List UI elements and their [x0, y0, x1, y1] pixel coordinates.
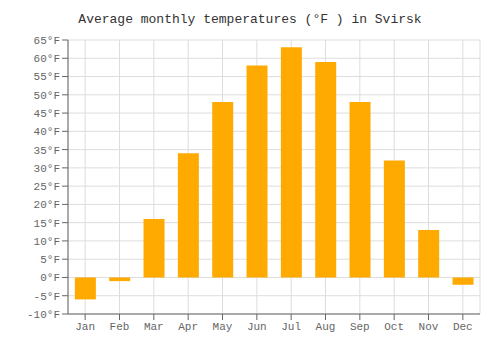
svg-text:35°F: 35°F	[34, 145, 60, 157]
svg-text:30°F: 30°F	[34, 163, 60, 175]
svg-text:-5°F: -5°F	[34, 291, 60, 303]
svg-text:Nov: Nov	[419, 321, 439, 333]
svg-text:-10°F: -10°F	[27, 309, 60, 321]
svg-text:60°F: 60°F	[34, 53, 60, 65]
svg-text:50°F: 50°F	[34, 90, 60, 102]
svg-text:Aug: Aug	[316, 321, 336, 333]
svg-text:55°F: 55°F	[34, 71, 60, 83]
svg-text:20°F: 20°F	[34, 199, 60, 211]
svg-text:Jan: Jan	[75, 321, 95, 333]
svg-text:Mar: Mar	[144, 321, 164, 333]
svg-text:Oct: Oct	[384, 321, 404, 333]
html-text:Average monthly temperatures (: Average monthly temperatures (°F ) in Sv…	[78, 12, 422, 27]
svg-text:10°F: 10°F	[34, 236, 60, 248]
svg-text:Feb: Feb	[110, 321, 130, 333]
svg-text:0°F: 0°F	[40, 272, 60, 284]
svg-text:65°F: 65°F	[34, 35, 60, 47]
svg-text:Sep: Sep	[350, 321, 370, 333]
svg-text:5°F: 5°F	[40, 254, 60, 266]
svg-text:40°F: 40°F	[34, 126, 60, 138]
svg-text:May: May	[213, 321, 233, 333]
svg-text:Jul: Jul	[281, 321, 301, 333]
svg-text:15°F: 15°F	[34, 218, 60, 230]
svg-text:45°F: 45°F	[34, 108, 60, 120]
svg-text:25°F: 25°F	[34, 181, 60, 193]
svg-text:Dec: Dec	[453, 321, 473, 333]
svg-text:Apr: Apr	[178, 321, 198, 333]
svg-text:Jun: Jun	[247, 321, 267, 333]
